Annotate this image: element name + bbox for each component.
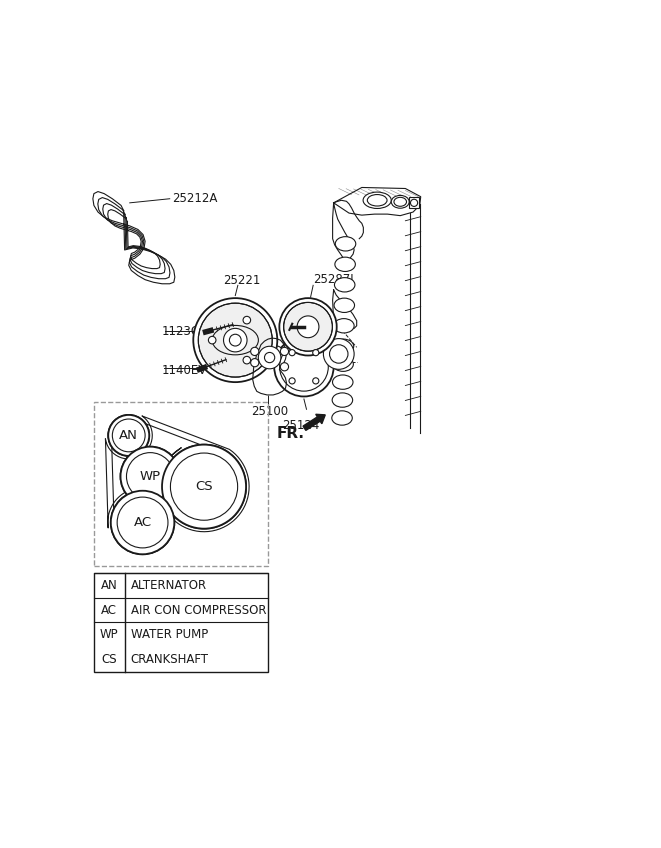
Circle shape (289, 378, 295, 384)
Circle shape (280, 348, 289, 355)
Circle shape (243, 356, 251, 364)
Circle shape (120, 447, 180, 506)
Circle shape (313, 378, 319, 384)
Circle shape (289, 349, 295, 355)
Polygon shape (332, 203, 354, 260)
Circle shape (274, 337, 334, 397)
Ellipse shape (332, 375, 353, 389)
Circle shape (108, 415, 149, 456)
Text: AC: AC (101, 604, 117, 616)
Text: WP: WP (139, 470, 161, 483)
Text: 25221: 25221 (223, 275, 260, 287)
Text: AN: AN (101, 579, 118, 592)
Polygon shape (334, 341, 344, 367)
Circle shape (171, 453, 238, 520)
Polygon shape (253, 338, 286, 395)
Text: CS: CS (195, 480, 213, 494)
Ellipse shape (332, 393, 353, 407)
Text: AIR CON COMPRESSOR: AIR CON COMPRESSOR (131, 604, 266, 616)
Ellipse shape (391, 195, 409, 209)
Text: CS: CS (195, 480, 213, 494)
Circle shape (264, 353, 275, 363)
Circle shape (243, 316, 251, 324)
Ellipse shape (334, 298, 354, 312)
Text: WATER PUMP: WATER PUMP (131, 628, 208, 641)
Circle shape (162, 444, 246, 528)
Bar (409, 197, 418, 208)
Circle shape (326, 346, 336, 356)
Text: 1123GG: 1123GG (162, 326, 210, 338)
Text: ALTERNATOR: ALTERNATOR (131, 579, 207, 592)
Circle shape (229, 334, 241, 346)
Circle shape (126, 453, 174, 500)
Circle shape (280, 298, 336, 355)
Text: AN: AN (119, 429, 138, 442)
Text: AC: AC (134, 516, 151, 529)
Circle shape (323, 338, 354, 370)
Ellipse shape (332, 410, 352, 425)
Circle shape (410, 199, 418, 206)
Text: FR.: FR. (276, 426, 304, 441)
Circle shape (126, 453, 174, 500)
Circle shape (258, 346, 281, 369)
Circle shape (208, 337, 216, 344)
Text: 25212A: 25212A (173, 192, 217, 205)
Bar (94, 573, 268, 672)
Circle shape (117, 497, 168, 548)
Text: 25124: 25124 (282, 419, 319, 432)
Circle shape (280, 343, 329, 391)
Text: CRANKSHAFT: CRANKSHAFT (131, 653, 209, 666)
Circle shape (251, 348, 259, 355)
Circle shape (251, 359, 259, 367)
Text: AC: AC (134, 516, 151, 529)
Text: AN: AN (119, 429, 138, 442)
Circle shape (162, 444, 246, 528)
Circle shape (111, 491, 175, 555)
Circle shape (117, 497, 168, 548)
Ellipse shape (333, 357, 354, 371)
Circle shape (111, 491, 175, 555)
Circle shape (313, 349, 319, 355)
Text: 25287I: 25287I (313, 273, 354, 286)
Circle shape (297, 316, 319, 338)
Ellipse shape (335, 257, 356, 271)
Text: WP: WP (139, 470, 161, 483)
Circle shape (284, 303, 332, 351)
Polygon shape (334, 187, 420, 215)
Ellipse shape (334, 319, 354, 333)
Text: 25100: 25100 (251, 405, 288, 418)
Circle shape (112, 419, 145, 452)
Circle shape (193, 298, 278, 382)
Ellipse shape (335, 237, 356, 251)
Circle shape (108, 415, 149, 456)
Ellipse shape (333, 339, 354, 354)
Ellipse shape (368, 194, 387, 206)
Circle shape (198, 304, 272, 377)
Text: 1140EV: 1140EV (162, 365, 208, 377)
Ellipse shape (334, 277, 355, 292)
Circle shape (280, 363, 289, 371)
Polygon shape (332, 290, 357, 330)
Circle shape (223, 328, 247, 352)
Circle shape (112, 419, 145, 452)
Circle shape (330, 345, 348, 363)
Bar (94, 402, 268, 566)
Text: CS: CS (101, 653, 117, 666)
Circle shape (272, 346, 282, 356)
FancyArrow shape (303, 415, 325, 431)
Circle shape (171, 453, 238, 520)
Text: WP: WP (100, 628, 118, 641)
Circle shape (120, 447, 180, 506)
Ellipse shape (394, 198, 407, 206)
Ellipse shape (363, 192, 391, 209)
